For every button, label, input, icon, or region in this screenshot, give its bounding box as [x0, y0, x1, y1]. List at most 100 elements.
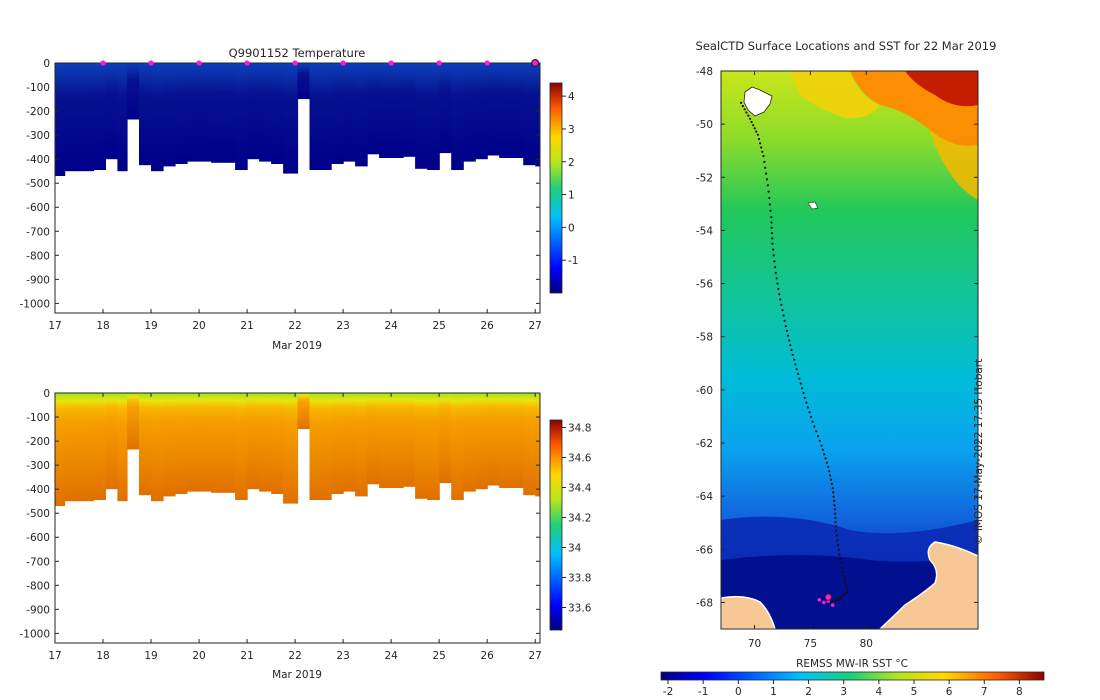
sal-profile-column: [451, 393, 464, 500]
temperature-panel: Q9901152 Temperature 0 -100 -200 -300 -400 -5…: [19, 46, 578, 352]
y-tick-label: 0: [43, 388, 50, 400]
colorbar-tick-label: 7: [981, 686, 988, 698]
sst-map-panel: SealCTD Surface Locations and SST for 22…: [660, 39, 1045, 698]
x-tick-label: 27: [529, 320, 542, 332]
sal-profile-column: [259, 393, 272, 492]
track-point: [829, 478, 833, 481]
y-tick-label: -200: [26, 106, 50, 118]
track-point: [783, 319, 786, 322]
x-tick-label: 18: [96, 650, 109, 662]
track-point: [844, 581, 847, 584]
sal-profile-column: [127, 393, 140, 450]
y-tick-label: -900: [26, 604, 50, 616]
profile-marker: [292, 60, 298, 66]
track-point: [768, 203, 772, 206]
temp-profile-column: [93, 63, 106, 170]
profile-marker: [436, 60, 442, 66]
track-point: [770, 216, 773, 219]
track-point: [782, 314, 785, 317]
sst-field: [721, 71, 978, 629]
y-tick-label: -66: [696, 544, 713, 556]
track-point: [770, 221, 773, 224]
track-point: [840, 562, 843, 565]
recent-position: [822, 600, 826, 605]
y-tick-label: -1000: [19, 628, 50, 640]
salinity-y-axis: 0 -100 -200 -300 -400 -500 -600 -700 -800 -900 -10…: [19, 388, 540, 640]
y-tick-label: -700: [26, 226, 50, 238]
track-point: [831, 487, 834, 490]
track-point: [757, 137, 761, 141]
colorbar-tick-label: 34.6: [568, 453, 592, 465]
track-point: [743, 108, 746, 111]
temp-profile-column: [175, 63, 188, 164]
colorbar-tick-label: 34.8: [568, 423, 591, 435]
y-tick-label: -48: [696, 66, 713, 78]
temp-profile-column: [391, 63, 404, 158]
salinity-axes-frame: [54, 392, 541, 644]
track-point: [759, 142, 762, 145]
x-tick-label: 19: [144, 650, 157, 662]
temp-profile-column: [523, 63, 536, 166]
track-point: [835, 529, 838, 532]
y-tick-label: -500: [26, 178, 50, 190]
salinity-xlabel: Mar 2019: [272, 669, 322, 681]
x-tick-label: 17: [48, 320, 61, 332]
sst-map-frame: [720, 70, 979, 630]
x-tick-label: 17: [48, 650, 61, 662]
sal-profile-column: [283, 393, 299, 504]
track-point: [776, 282, 779, 285]
temp-profile-column: [297, 63, 311, 100]
track-point: [752, 124, 755, 127]
x-tick-label: 80: [860, 638, 873, 650]
track-point: [833, 499, 836, 502]
track-point: [801, 387, 804, 390]
track-point: [834, 525, 838, 528]
temp-profile-column: [499, 63, 512, 158]
track-point: [765, 178, 769, 181]
y-tick-label: -54: [696, 225, 713, 237]
track-point: [767, 190, 770, 193]
track-point: [784, 325, 787, 328]
track-point: [773, 260, 776, 263]
temp-profile-column: [415, 63, 428, 169]
temp-profile-column: [199, 63, 212, 162]
temp-profile-column: [151, 63, 164, 172]
temp-profile-column: [259, 63, 272, 162]
temperature-profiles: [55, 63, 540, 176]
sal-profile-column: [331, 393, 344, 494]
sal-profile-column: [105, 393, 118, 490]
track-point: [813, 425, 816, 428]
recent-positions: [817, 597, 835, 607]
temp-profile-column: [271, 63, 284, 164]
temp-profile-column: [55, 63, 66, 176]
temperature-title: Q9901152 Temperature: [229, 46, 366, 60]
sal-profile-column: [439, 393, 452, 484]
sst-map-title: SealCTD Surface Locations and SST for 22…: [696, 39, 997, 53]
track-point: [845, 587, 848, 590]
temp-profile-column: [283, 63, 299, 174]
track-point: [777, 287, 780, 290]
seal-track: [740, 101, 849, 604]
kerguelen-island: [743, 86, 773, 117]
temp-profile-column: [451, 63, 464, 170]
sst-map-x-axis: 70 75 80: [748, 71, 873, 650]
track-point: [756, 133, 760, 136]
sal-profile-column: [117, 393, 128, 502]
sal-profile-column: [391, 393, 404, 488]
x-tick-label: 27: [529, 650, 542, 662]
y-tick-label: -400: [26, 484, 50, 496]
profile-marker: [100, 60, 106, 66]
track-point: [775, 277, 778, 280]
track-point: [829, 474, 832, 477]
x-tick-label: 22: [288, 650, 301, 662]
temp-profile-column: [487, 63, 500, 156]
track-point: [750, 120, 753, 124]
track-point: [793, 358, 796, 361]
colorbar-tick-label: 33.6: [568, 603, 592, 615]
sal-profile-column: [321, 393, 332, 500]
track-point: [834, 512, 837, 515]
sal-profile-column: [499, 393, 512, 488]
temp-profile-column: [379, 63, 392, 158]
colorbar-tick-label: -2: [663, 686, 673, 698]
colorbar-tick-label: 34.4: [568, 483, 592, 495]
